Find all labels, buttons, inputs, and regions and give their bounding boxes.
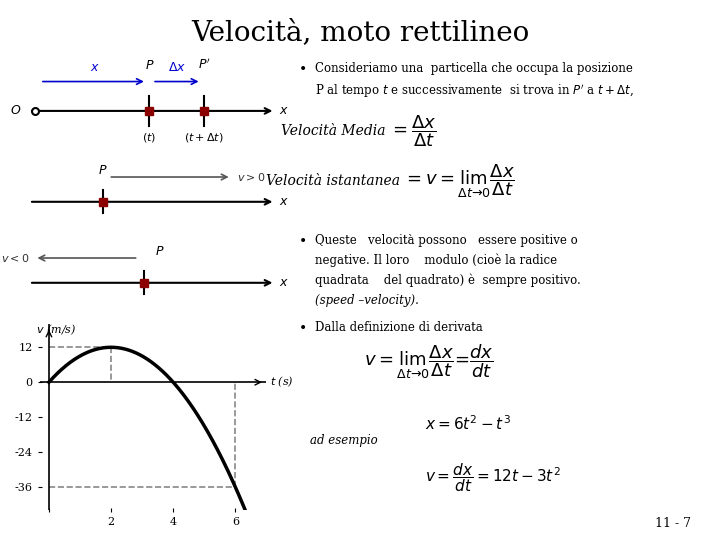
Text: $x = 6t^2 - t^3$: $x = 6t^2 - t^3$ [425,415,510,433]
Text: $v = \lim_{\Delta t \to 0} \dfrac{\Delta x}{\Delta t} = \dfrac{dx}{dt}$: $v = \lim_{\Delta t \to 0} \dfrac{\Delta… [364,343,493,381]
Text: $= \dfrac{\Delta x}{\Delta t}$: $= \dfrac{\Delta x}{\Delta t}$ [389,113,436,148]
Text: Queste   velocità possono   essere positive o: Queste velocità possono essere positive … [315,234,577,247]
Text: $v > 0$: $v > 0$ [237,171,266,183]
Text: $x$: $x$ [90,61,99,75]
Text: •: • [299,62,307,76]
Text: $v = \dfrac{dx}{dt} = 12t - 3t^2$: $v = \dfrac{dx}{dt} = 12t - 3t^2$ [425,462,560,494]
Text: Dalla definizione di derivata: Dalla definizione di derivata [315,321,482,334]
Text: •: • [299,234,307,248]
Text: $= v = \lim_{\Delta t \to 0} \dfrac{\Delta x}{\Delta t}$: $= v = \lim_{\Delta t \to 0} \dfrac{\Del… [403,163,516,200]
Text: $P'$: $P'$ [198,58,210,72]
Text: ad esempio: ad esempio [310,434,377,447]
Text: •: • [299,321,307,335]
Text: $(t + \Delta t)$: $(t + \Delta t)$ [184,131,224,144]
Text: Velocità, moto rettilineo: Velocità, moto rettilineo [191,19,529,46]
Text: negative. Il loro    modulo (cioè la radice: negative. Il loro modulo (cioè la radice [315,254,557,267]
Text: $x$: $x$ [279,104,289,117]
Text: $v$ (m/s): $v$ (m/s) [37,322,77,337]
Text: $x$: $x$ [279,276,289,289]
Text: 11 - 7: 11 - 7 [655,517,691,530]
Text: $P$: $P$ [155,245,164,258]
Text: $\Delta x$: $\Delta x$ [168,61,186,75]
Text: (speed –velocity).: (speed –velocity). [315,294,418,307]
Text: quadrata    del quadrato) è  sempre positivo.: quadrata del quadrato) è sempre positivo… [315,274,580,287]
Text: $(t)$: $(t)$ [143,131,156,144]
Text: $x$: $x$ [279,195,289,208]
Text: $v < 0$: $v < 0$ [1,252,29,264]
Text: Velocità istantanea: Velocità istantanea [266,174,400,188]
Text: Velocità Media: Velocità Media [281,124,385,138]
Text: $P$: $P$ [98,164,108,177]
Text: Consideriamo una  particella che occupa la posizione: Consideriamo una particella che occupa l… [315,62,632,75]
Text: $O$: $O$ [9,104,21,117]
Text: $P$: $P$ [145,59,154,72]
Text: $t$ (s): $t$ (s) [269,375,293,389]
Text: P al tempo $t$ e successivamente  si trova in $P'$ a $t+\Delta t$,: P al tempo $t$ e successivamente si trov… [315,83,634,100]
